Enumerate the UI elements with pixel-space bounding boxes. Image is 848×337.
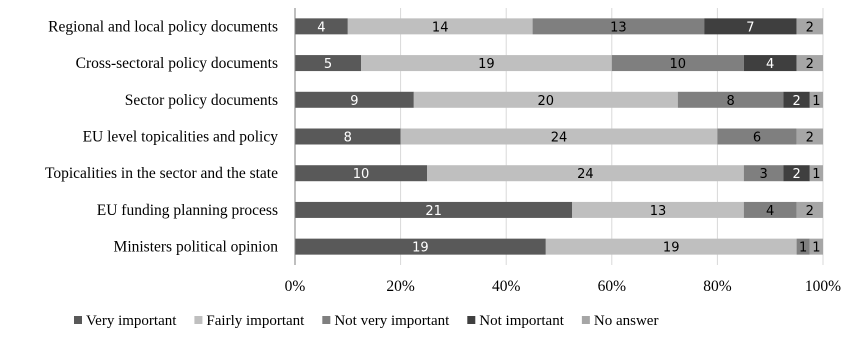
bar-segment [717, 128, 797, 145]
data-label: 14 [432, 20, 449, 35]
data-label: 24 [551, 131, 568, 146]
bar-segment [796, 18, 823, 35]
data-label: 2 [806, 20, 814, 35]
data-label: 21 [425, 204, 442, 219]
category-label: Regional and local policy documents [48, 18, 278, 35]
data-label: 24 [577, 167, 594, 182]
data-label: 1 [812, 94, 820, 109]
bar-segment [545, 238, 797, 255]
legend-swatch [581, 316, 590, 324]
x-tick-label: 20% [386, 278, 415, 295]
bar-segment [796, 201, 823, 218]
bar-segment [295, 91, 414, 108]
bar-segment [743, 165, 784, 182]
category-label: Sector policy documents [125, 92, 278, 109]
legend-swatch [467, 316, 476, 324]
bar-segment [809, 165, 823, 182]
bar-segment [295, 238, 546, 255]
data-label: 19 [663, 241, 680, 256]
x-tick-label: 60% [598, 278, 627, 295]
data-label: 2 [806, 131, 814, 146]
data-label: 4 [766, 204, 774, 219]
category-label: Ministers political opinion [114, 239, 279, 256]
category-label: EU level topicalities and policy [83, 129, 279, 146]
category-label: EU funding planning process [97, 202, 278, 219]
data-label: 13 [610, 20, 627, 35]
bar-segment [347, 18, 533, 35]
x-tick-label: 40% [492, 278, 521, 295]
bar-segment [532, 18, 705, 35]
legend: Very important Fairly important Not very i… [74, 313, 658, 329]
bar-segment [677, 91, 784, 108]
bar-segment [743, 201, 797, 218]
data-label: 5 [324, 57, 332, 72]
data-label: 20 [538, 94, 555, 109]
bar-segment [783, 91, 810, 108]
category-labels: Regional and local policy documents Cross… [45, 18, 278, 255]
bar-segment [295, 55, 361, 72]
data-label: 19 [478, 57, 495, 72]
bar-segment [295, 201, 573, 218]
bar-segment [400, 128, 718, 145]
bar-segment [427, 165, 744, 182]
legend-label: Not important [479, 313, 564, 329]
data-label: 8 [344, 131, 352, 146]
data-label: 2 [792, 94, 800, 109]
legend-label: Fairly important [206, 313, 305, 329]
bar-segment [295, 165, 427, 182]
bar-segment [611, 55, 744, 72]
legend-swatch [74, 316, 82, 324]
data-label: 2 [806, 57, 814, 72]
x-tick-label: 80% [703, 278, 732, 295]
data-label: 7 [746, 20, 754, 35]
legend-label: No answer [594, 313, 659, 329]
bar-segment [295, 18, 348, 35]
x-tick-label: 100% [805, 278, 841, 295]
bar-segment [743, 55, 797, 72]
data-label: 2 [806, 204, 814, 219]
data-label: 10 [670, 57, 687, 72]
bar-segment [704, 18, 797, 35]
x-tick-label: 0% [285, 278, 306, 295]
data-label: 2 [792, 167, 800, 182]
data-label: 4 [317, 20, 325, 35]
data-label: 1 [812, 241, 820, 256]
legend-swatch [194, 316, 203, 324]
bar-segment [361, 55, 612, 72]
bar-segment [413, 91, 678, 108]
bar-segment [809, 91, 823, 108]
bar-segment [796, 55, 823, 72]
bars: 4 14 13 7 25 19 10 4 29 20 8 2 18 24 6 210 24 3 2 121 13 4 219… [295, 18, 823, 256]
data-label: 1 [799, 241, 807, 256]
category-label: Topicalities in the sector and the state [45, 165, 278, 182]
legend-label: Very important [86, 313, 177, 329]
bar-segment [796, 128, 823, 145]
data-label: 9 [350, 94, 358, 109]
bar-segment [572, 201, 744, 218]
data-label: 10 [353, 167, 370, 182]
bar-segment [796, 238, 810, 255]
bar-segment [783, 165, 810, 182]
bar-segment [809, 238, 823, 255]
data-label: 13 [650, 204, 667, 219]
data-label: 3 [759, 167, 767, 182]
bar-segment [295, 128, 401, 145]
category-label: Cross-sectoral policy documents [76, 55, 278, 72]
data-label: 8 [726, 94, 734, 109]
data-label: 1 [812, 167, 820, 182]
data-label: 4 [766, 57, 774, 72]
data-label: 19 [412, 241, 429, 256]
legend-label: Not very important [334, 313, 450, 329]
legend-swatch [322, 316, 331, 324]
x-tick-labels: 0% 20% 40% 60% 80% 100% [285, 278, 842, 295]
data-label: 6 [753, 131, 761, 146]
